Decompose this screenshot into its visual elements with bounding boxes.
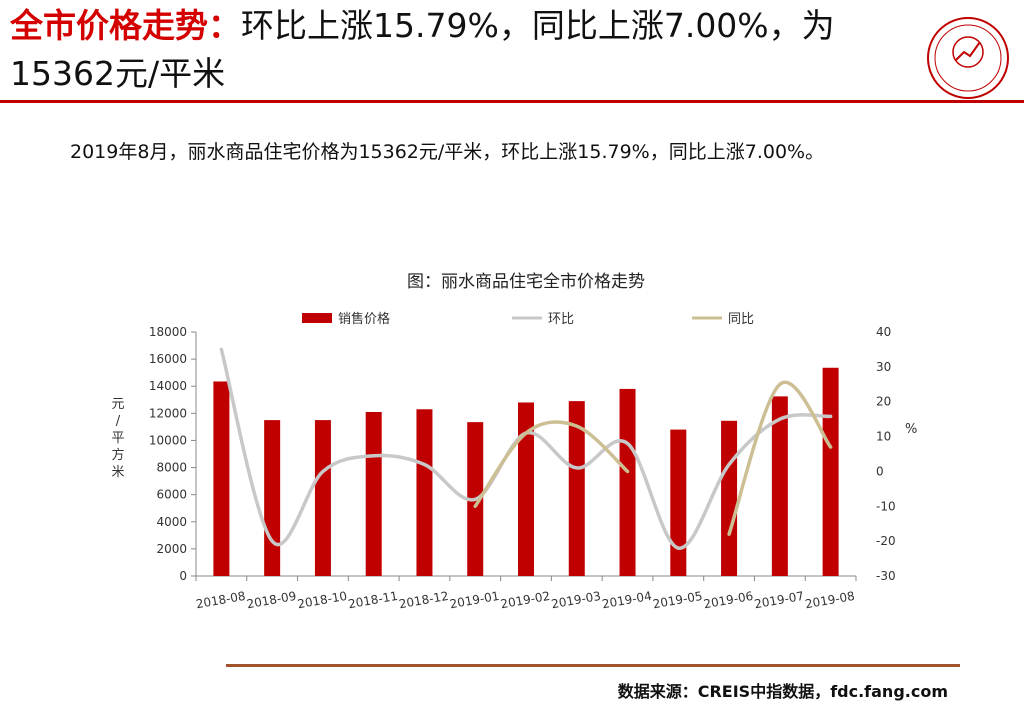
x-tick-label: 2019-04 (601, 589, 653, 611)
x-tick-label: 2019-06 (702, 589, 754, 611)
x-tick-label: 2018-12 (398, 589, 450, 611)
bar (264, 420, 281, 576)
logo-seal (927, 17, 1009, 99)
y-tick-label-right: 30 (876, 360, 891, 374)
y-tick-label-left: 12000 (149, 406, 187, 420)
y-tick-label-right: 0 (876, 464, 884, 478)
bar (822, 367, 839, 576)
y-tick-label-left: 8000 (156, 461, 187, 475)
bar (619, 388, 636, 576)
x-tick-label: 2019-08 (804, 589, 856, 611)
x-tick-label: 2019-07 (753, 589, 805, 611)
x-tick-label: 2018-09 (246, 589, 298, 611)
y-tick-label-left: 6000 (156, 488, 187, 502)
bar (365, 411, 382, 576)
y-tick-label-left: 18000 (149, 325, 187, 339)
page-title: 全市价格走势：环比上涨15.79%，同比上涨7.00%，为15362元/平米 (10, 2, 910, 98)
x-tick-label: 2018-10 (296, 589, 348, 611)
x-tick-label: 2018-11 (347, 589, 399, 611)
x-tick-label: 2019-03 (550, 589, 602, 611)
x-tick-label: 2018-08 (195, 589, 247, 611)
y-tick-label-left: 2000 (156, 542, 187, 556)
bar (568, 401, 585, 576)
y-tick-label-right: -10 (876, 499, 896, 513)
y-tick-label-right: 10 (876, 430, 891, 444)
line-series-yoy (727, 380, 833, 536)
legend-label-mom: 环比 (548, 312, 574, 327)
header-divider (0, 100, 1024, 103)
y-axis-label-left: 元/平方米 (111, 397, 124, 480)
y-tick-label-left: 4000 (156, 515, 187, 529)
y-tick-label-right: -20 (876, 534, 896, 548)
page-title-highlight: 全市价格走势： (10, 6, 241, 45)
y-tick-label-right: 40 (876, 325, 891, 339)
y-tick-label-left: 10000 (149, 433, 187, 447)
bar (416, 409, 433, 576)
bar (670, 429, 687, 576)
y-tick-label-left: 14000 (149, 379, 187, 393)
chart-title: 图：丽水商品住宅全市价格走势 (407, 272, 645, 292)
y-tick-label-left: 0 (179, 569, 187, 583)
legend-swatch-bar (302, 313, 332, 323)
y-tick-label-left: 16000 (149, 352, 187, 366)
y-tick-label-right: -30 (876, 569, 896, 583)
x-tick-label: 2019-01 (449, 589, 501, 611)
y-tick-label-right: 20 (876, 395, 891, 409)
x-tick-label: 2019-05 (652, 589, 704, 611)
summary-text: 2019年8月，丽水商品住宅价格为15362元/平米，环比上涨15.79%，同比… (70, 141, 825, 163)
line-series-yoy (473, 420, 630, 509)
page-title-rest: 环比上涨15.79%，同比上涨7.00%，为15362元/平米 (10, 6, 835, 93)
bar (771, 396, 788, 576)
bar (213, 381, 230, 576)
bar (314, 420, 331, 576)
y-axis-label-right: % (905, 422, 917, 437)
footer-divider (226, 664, 960, 667)
legend-label-yoy: 同比 (728, 312, 754, 327)
bar (721, 420, 738, 576)
data-source: 数据来源：CREIS中指数据，fdc.fang.com (617, 682, 948, 701)
x-tick-label: 2019-02 (499, 589, 551, 611)
bar (518, 402, 534, 576)
legend-label-bar: 销售价格 (338, 311, 390, 327)
